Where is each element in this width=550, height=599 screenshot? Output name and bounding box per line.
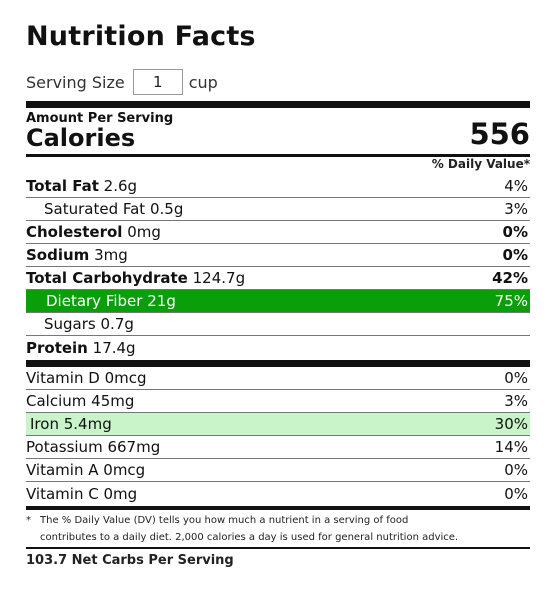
daily-value-footnote: * The % Daily Value (DV) tells you how mu…: [26, 512, 530, 546]
nutrient-row-total-fat: Total Fat 2.6g 4%: [26, 175, 530, 198]
nutrient-row-total-carbohydrate: Total Carbohydrate 124.7g 42%: [26, 267, 530, 290]
nutrient-label: Iron 5.4mg: [30, 415, 112, 433]
nutrient-label: Vitamin D 0mcg: [26, 369, 147, 387]
thick-divider: [26, 360, 530, 367]
nutrient-daily-value: 0%: [502, 223, 528, 241]
thin-divider: [26, 547, 530, 549]
nutrient-label: Dietary Fiber 21g: [46, 292, 176, 310]
nutrient-label: Total Fat 2.6g: [26, 177, 138, 195]
nutrient-daily-value: 3%: [504, 392, 528, 410]
nutrient-label: Cholesterol 0mg: [26, 223, 161, 241]
nutrient-daily-value: 75%: [494, 292, 528, 310]
nutrient-row-sugars: Sugars 0.7g: [26, 313, 530, 336]
footnote-asterisk: *: [26, 515, 31, 526]
nutrient-row-protein: Protein 17.4g: [26, 336, 530, 359]
nutrient-daily-value: 0%: [504, 484, 528, 503]
calories-value: 556: [469, 117, 530, 151]
nutrient-daily-value: 0%: [504, 461, 528, 479]
nutrient-row-sodium: Sodium 3mg 0%: [26, 244, 530, 267]
page-title: Nutrition Facts: [26, 21, 256, 52]
footnote-line: The % Daily Value (DV) tells you how muc…: [40, 515, 409, 526]
nutrient-label: Sodium 3mg: [26, 246, 128, 264]
amount-per-serving-label: Amount Per Serving: [26, 111, 174, 126]
vitamin-row-iron: Iron 5.4mg 30%: [26, 413, 530, 436]
serving-size: Serving Size cup: [26, 67, 218, 97]
vitamin-row-calcium: Calcium 45mg 3%: [26, 390, 530, 413]
nutrient-label: Total Carbohydrate 124.7g: [26, 269, 246, 287]
nutrient-row-saturated-fat: Saturated Fat 0.5g 3%: [26, 198, 530, 221]
vitamin-row-vitamin-a: Vitamin A 0mcg 0%: [26, 459, 530, 482]
footnote-line: contributes to a daily diet. 2,000 calor…: [40, 532, 459, 543]
nutrient-label: Sugars 0.7g: [44, 315, 134, 333]
nutrient-row-cholesterol: Cholesterol 0mg 0%: [26, 221, 530, 244]
nutrient-label: Protein 17.4g: [26, 338, 136, 357]
medium-divider: [26, 154, 530, 157]
serving-size-input[interactable]: [132, 69, 183, 95]
nutrient-daily-value: 4%: [504, 177, 528, 195]
nutrient-row-dietary-fiber: Dietary Fiber 21g 75%: [26, 290, 530, 313]
serving-size-label: Serving Size: [26, 72, 125, 92]
daily-value-header: % Daily Value*: [431, 157, 530, 171]
calories-label: Calories: [26, 124, 136, 152]
medium-divider: [26, 506, 530, 510]
vitamin-row-vitamin-c: Vitamin C 0mg 0%: [26, 482, 530, 505]
nutrient-label: Vitamin C 0mg: [26, 484, 138, 503]
nutrient-daily-value: 14%: [494, 438, 528, 456]
nutrient-label: Vitamin A 0mcg: [26, 461, 146, 479]
nutrient-daily-value: 0%: [504, 369, 528, 387]
vitamin-row-potassium: Potassium 667mg 14%: [26, 436, 530, 459]
nutrient-daily-value: 3%: [504, 200, 528, 218]
nutrient-daily-value: 42%: [492, 269, 528, 287]
serving-unit: cup: [188, 72, 218, 92]
nutrient-daily-value: 0%: [502, 246, 528, 264]
nutrient-label: Saturated Fat 0.5g: [44, 200, 184, 218]
nutrient-daily-value: 30%: [494, 415, 528, 433]
nutrient-label: Potassium 667mg: [26, 438, 161, 456]
net-carbs-text: 103.7 Net Carbs Per Serving: [26, 553, 234, 568]
nutrient-label: Calcium 45mg: [26, 392, 135, 410]
vitamin-row-vitamin-d: Vitamin D 0mcg 0%: [26, 367, 530, 390]
thick-divider: [26, 101, 530, 108]
